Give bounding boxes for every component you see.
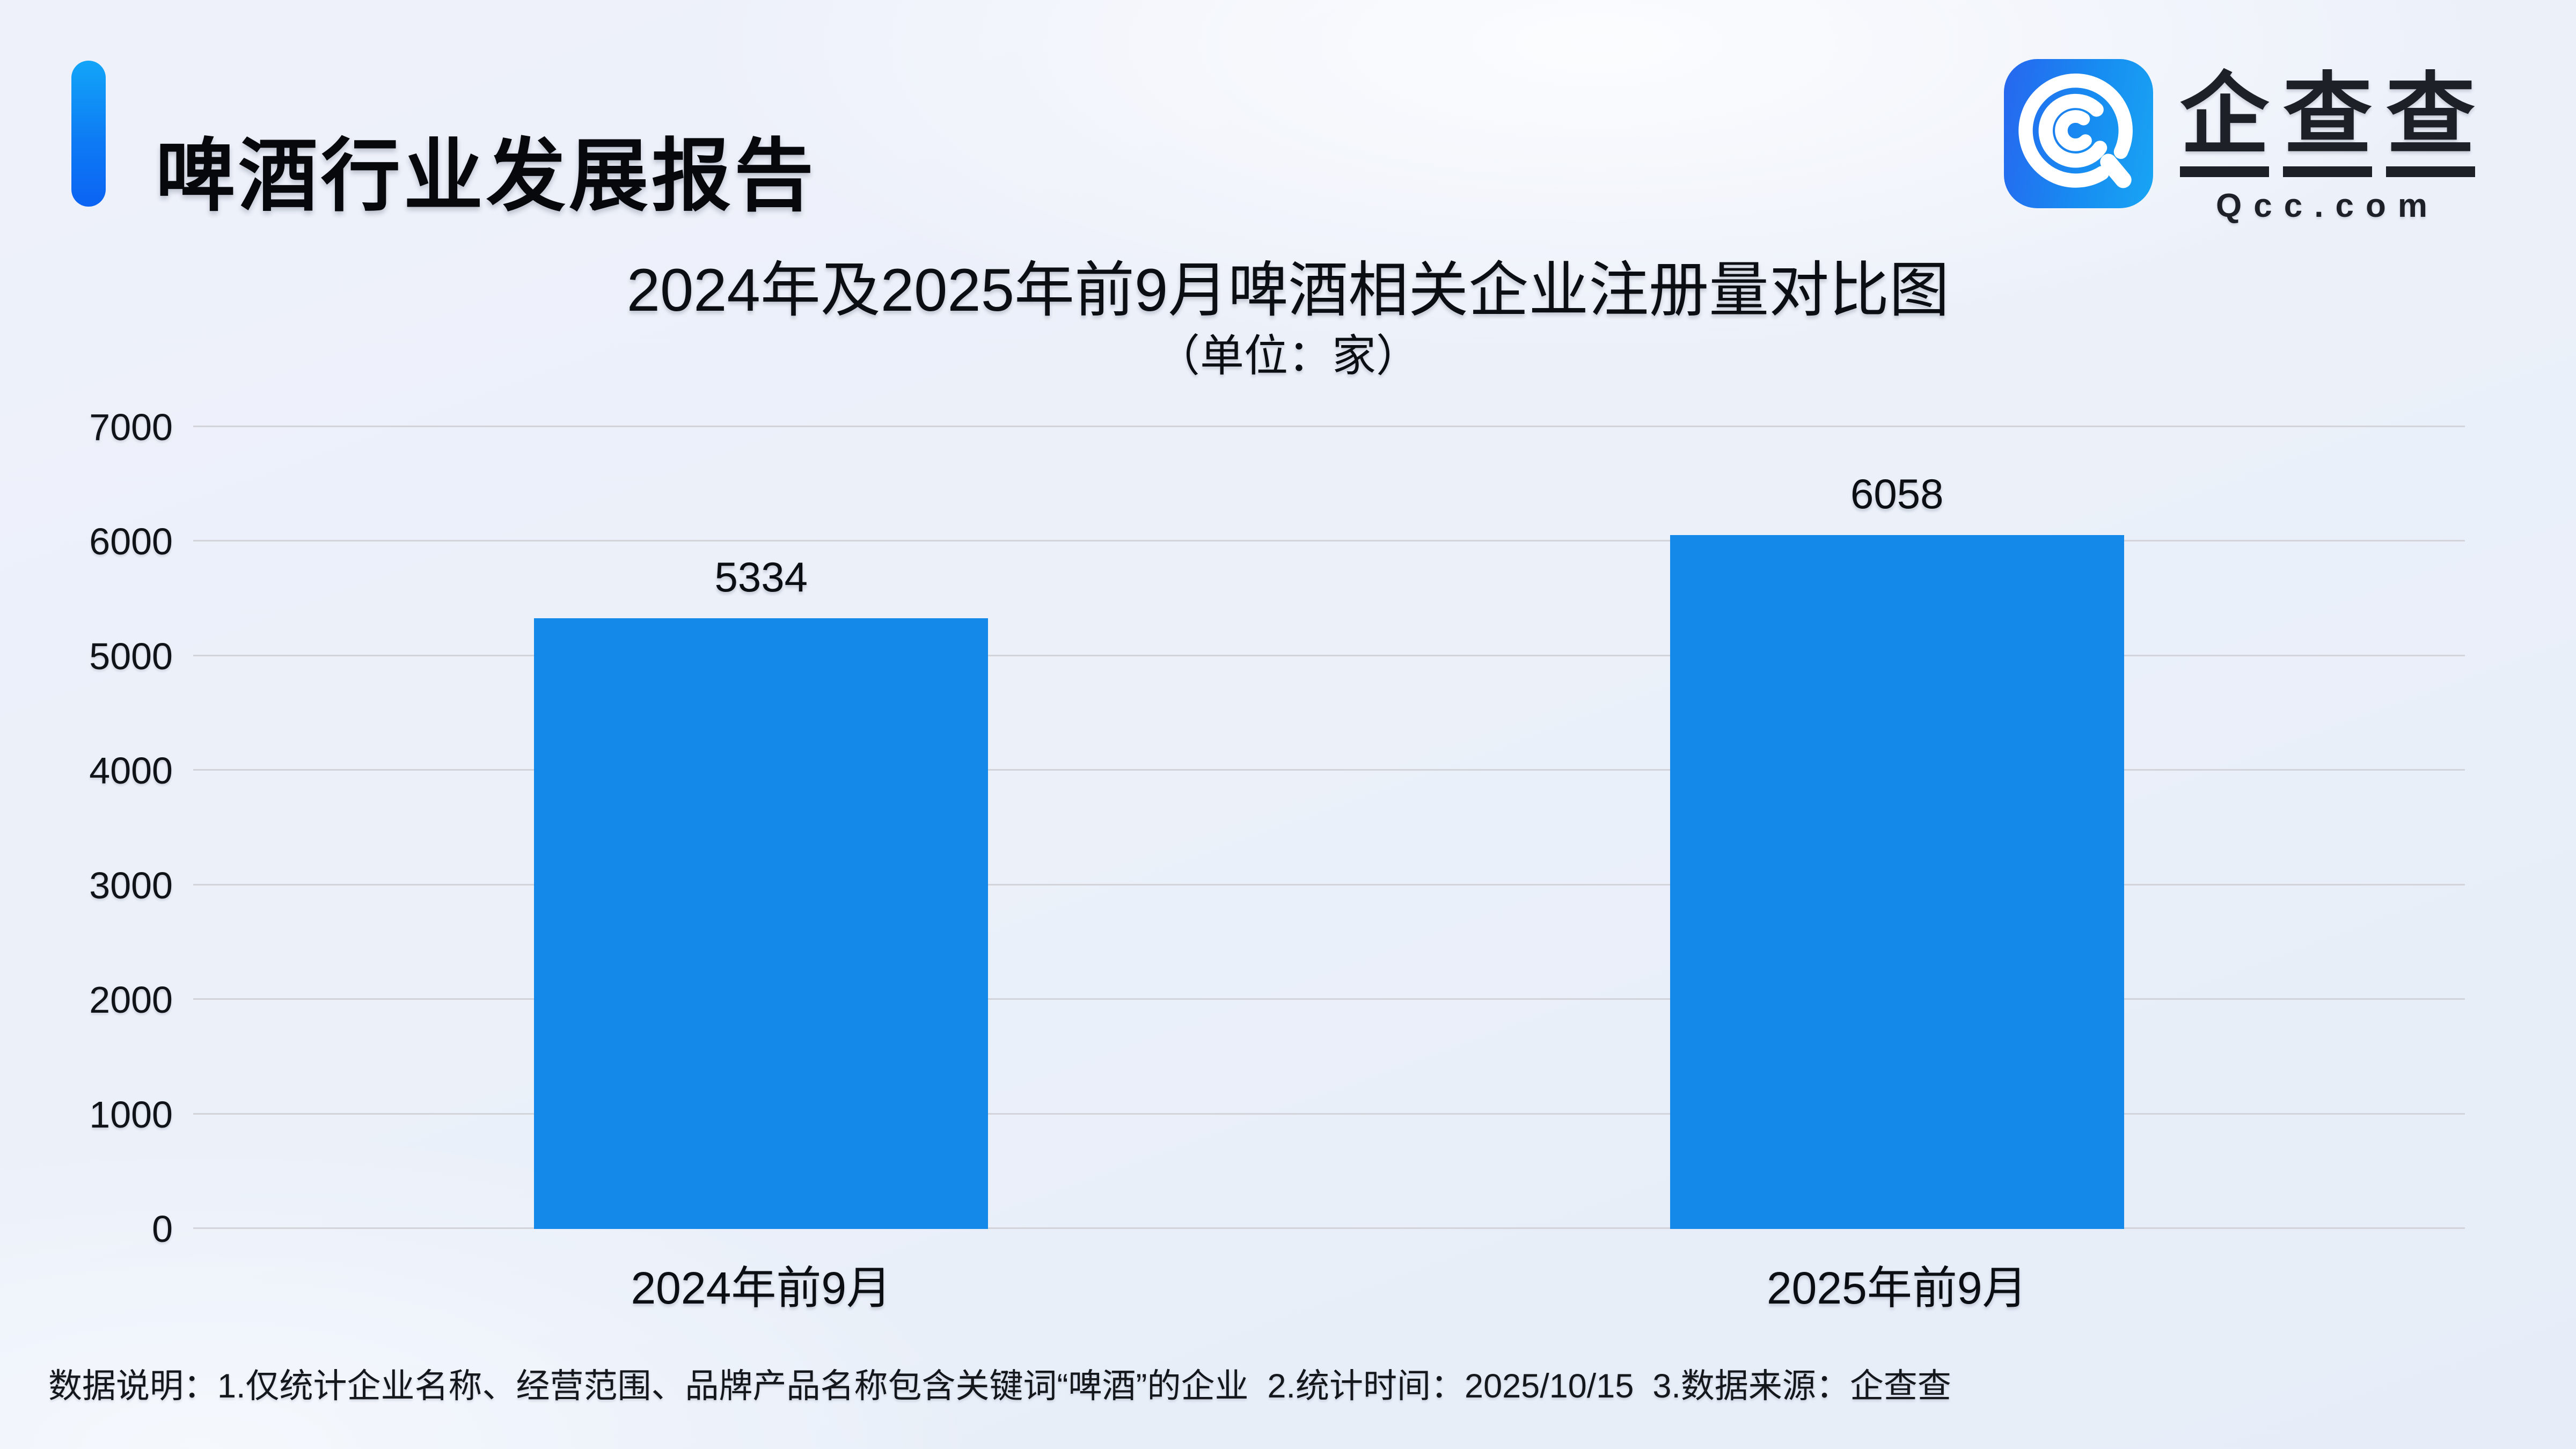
y-axis-label: 6000 (89, 521, 173, 563)
gridline (193, 883, 2465, 885)
title-accent-bar (71, 61, 106, 207)
gridline (193, 540, 2465, 542)
bar-value-label: 5334 (714, 553, 808, 601)
qcc-logo: 企 查 查 Qcc.com (2004, 59, 2475, 225)
y-axis: 0 1000 2000 3000 4000 5000 6000 7000 (48, 408, 173, 1248)
chart-title: 2024年及2025年前9月啤酒相关企业注册量对比图 (626, 257, 1950, 324)
y-axis-label: 2000 (89, 979, 173, 1021)
y-axis-label: 1000 (89, 1093, 173, 1136)
y-axis-label: 3000 (89, 864, 173, 906)
qcc-domain-text: Qcc.com (2216, 187, 2439, 224)
gridline (193, 998, 2465, 1000)
gridline (193, 654, 2465, 656)
data-notes: 数据说明：1.仅统计企业名称、经营范围、品牌产品名称包含关键词“啤酒”的企业 2… (48, 1367, 1951, 1405)
y-axis-label: 4000 (89, 750, 173, 792)
y-axis-label: 0 (152, 1208, 173, 1250)
wordmark-char: 查 (2386, 71, 2475, 177)
wordmark-char: 查 (2283, 71, 2372, 177)
qcc-wordmark-block: 企 查 查 Qcc.com (2180, 71, 2475, 225)
y-axis-label: 7000 (89, 406, 173, 448)
bar-value-label: 6058 (1850, 470, 1944, 518)
gridline (193, 426, 2465, 427)
bar-slot: 5334 2024年前9月 (193, 427, 1329, 1311)
y-axis-label: 5000 (89, 635, 173, 677)
gridline (193, 1227, 2465, 1229)
qcc-magnifier-icon (2004, 59, 2153, 208)
bar-2024年前9月 (534, 618, 989, 1229)
bar-slot: 6058 2025年前9月 (1329, 427, 2465, 1311)
wordmark-char: 企 (2180, 71, 2269, 177)
page-title: 啤酒行业发展报告 (156, 132, 817, 221)
chart-plot: 5334 2024年前9月 6058 2025年前9月 (193, 426, 2465, 1311)
x-axis-label: 2024年前9月 (631, 1263, 892, 1313)
gridline (193, 1113, 2465, 1115)
qcc-wordmark: 企 查 查 (2180, 71, 2475, 177)
gridline (193, 769, 2465, 771)
bar-2025年前9月 (1670, 535, 2124, 1229)
x-axis-label: 2025年前9月 (1766, 1263, 2028, 1313)
chart-unit-subtitle: （单位：家） (1155, 332, 1420, 380)
